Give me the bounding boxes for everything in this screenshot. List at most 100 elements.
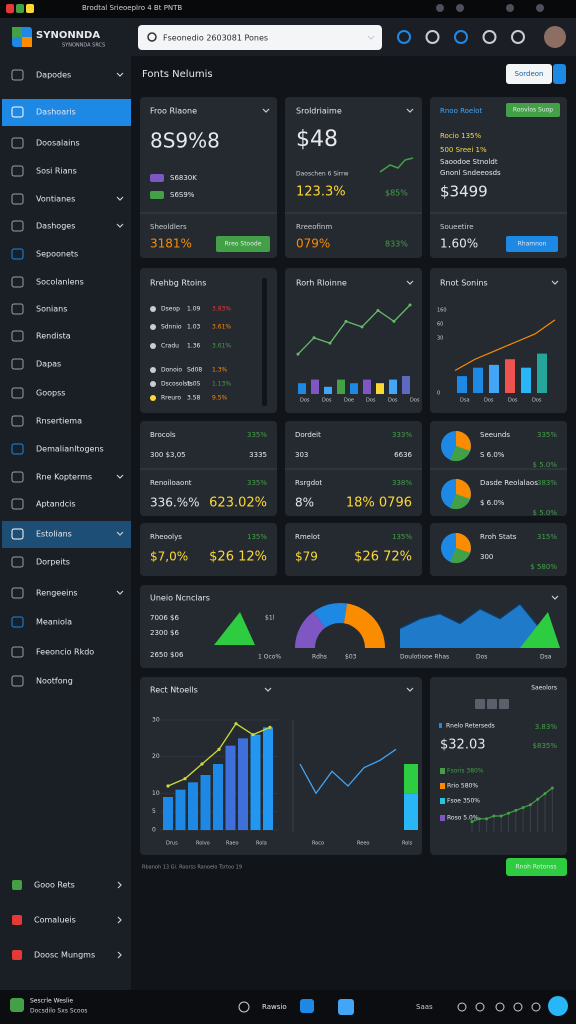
label[interactable]: Rreo Stoode xyxy=(225,241,262,248)
footer-icon[interactable] xyxy=(300,999,314,1013)
nav-item[interactable]: Doosc Mungms xyxy=(34,951,95,960)
toolbar-icon[interactable] xyxy=(454,30,468,44)
label: Rocio 135% xyxy=(440,132,481,140)
nav-item[interactable]: Demalianltogens xyxy=(36,445,104,454)
label: 335% xyxy=(247,431,267,439)
chevron xyxy=(367,35,375,40)
toolbar-icon[interactable] xyxy=(397,30,411,44)
nav-item[interactable]: Socolanlens xyxy=(36,278,84,287)
card xyxy=(140,97,277,258)
point xyxy=(166,784,170,788)
label[interactable]: Rawsio xyxy=(262,1003,287,1011)
nav-item[interactable]: Dashoges xyxy=(36,222,75,231)
nav-item[interactable]: Meaniola xyxy=(36,618,72,627)
legend-swatch xyxy=(440,783,445,789)
nav-item[interactable]: Dorpeits xyxy=(36,558,70,567)
line xyxy=(299,748,397,795)
label: Sescrle Weslie xyxy=(30,998,73,1005)
nav-icon xyxy=(11,587,24,599)
button[interactable] xyxy=(506,103,560,117)
footer-icon[interactable] xyxy=(495,1002,505,1012)
label: 300 xyxy=(480,553,493,561)
footer-icon[interactable] xyxy=(513,1002,523,1012)
label[interactable]: Rhamnon xyxy=(518,241,547,248)
search-box[interactable] xyxy=(138,25,382,50)
fab[interactable] xyxy=(548,996,568,1016)
label: 338% xyxy=(392,479,412,487)
nav-item[interactable]: Dapas xyxy=(36,360,61,369)
nav-item[interactable]: Feeoncio Rkdo xyxy=(36,648,94,657)
footer-icon[interactable] xyxy=(238,1001,250,1013)
search-text: Fseonedio 2603081 Pones xyxy=(163,34,268,43)
nav-icon xyxy=(11,276,24,288)
nav-item[interactable]: Aptandcis xyxy=(36,500,76,509)
nav-item[interactable]: Gooo Rets xyxy=(34,881,75,890)
toolbar-icon[interactable] xyxy=(482,30,497,44)
button[interactable] xyxy=(506,858,567,876)
label[interactable]: Roovlos Suop xyxy=(513,107,553,114)
nav-item[interactable]: Sosi Rians xyxy=(36,167,77,176)
status-icon xyxy=(536,4,544,12)
nav-item[interactable]: Rnsertiema xyxy=(36,417,82,426)
label: Rmelot xyxy=(295,533,320,541)
label: 1.36 xyxy=(187,343,201,350)
button[interactable] xyxy=(506,64,552,84)
point xyxy=(296,352,300,356)
line xyxy=(454,319,556,372)
label: Dos xyxy=(366,398,376,404)
footer-icon[interactable] xyxy=(475,1002,485,1012)
nav-item[interactable]: Comalueis xyxy=(34,916,76,925)
bar xyxy=(324,386,332,394)
nav-item[interactable]: Nootfong xyxy=(36,677,73,686)
nav-item[interactable]: Estolians xyxy=(36,530,72,539)
label: 3.83% xyxy=(535,723,558,731)
card-title: Rrehbg Rtoins xyxy=(150,279,206,288)
label[interactable]: Rnoh Rotonss xyxy=(515,864,556,871)
footer-bar xyxy=(0,990,576,1024)
toolbar-icon[interactable] xyxy=(511,30,525,44)
nav-icon xyxy=(11,498,24,510)
nav-item[interactable]: Rendista xyxy=(36,332,71,341)
nav-item[interactable]: Dashoaris xyxy=(36,108,76,117)
bar xyxy=(521,367,531,393)
nav-icon xyxy=(11,616,24,628)
nav-item[interactable]: Vontianes xyxy=(36,195,75,204)
toolbar-icon[interactable] xyxy=(425,30,440,44)
button[interactable] xyxy=(506,236,558,252)
avatar[interactable] xyxy=(544,26,566,48)
nav-icon xyxy=(11,358,24,370)
line xyxy=(297,304,411,355)
nav-icon xyxy=(11,193,24,205)
nav-item[interactable]: Goopss xyxy=(36,389,65,398)
nav-icon xyxy=(12,880,22,890)
button[interactable] xyxy=(553,64,566,84)
label: Rdhs xyxy=(312,654,327,661)
nav-item[interactable]: Rengeeins xyxy=(36,589,78,598)
label[interactable]: Saas xyxy=(416,1003,433,1011)
nav-item[interactable]: Rne Kopterms xyxy=(36,473,92,482)
label: Dos xyxy=(388,398,398,404)
button-text[interactable]: Sordeon xyxy=(515,70,544,78)
nav-item[interactable]: Sonians xyxy=(36,305,67,314)
nav-item[interactable]: Sepoonets xyxy=(36,250,78,259)
bar xyxy=(363,379,371,394)
tab[interactable] xyxy=(487,699,497,709)
button[interactable] xyxy=(216,236,270,252)
point xyxy=(200,762,204,766)
footer-icon[interactable] xyxy=(531,1002,541,1012)
nav-icon xyxy=(11,556,24,568)
label: Dos xyxy=(410,398,420,404)
label: 7006 $6 xyxy=(150,614,179,622)
label: $7,0% xyxy=(150,550,188,564)
footer-icon[interactable] xyxy=(338,999,354,1015)
nav-item[interactable]: Doosalains xyxy=(36,139,80,148)
tab[interactable] xyxy=(475,699,485,709)
footer-icon[interactable] xyxy=(457,1002,467,1012)
nav-item[interactable]: Dapodes xyxy=(36,71,71,80)
point xyxy=(492,814,496,818)
label: Seeunds xyxy=(480,431,510,439)
bar xyxy=(238,738,248,830)
label: Doe xyxy=(344,398,354,404)
coin-icon xyxy=(150,381,156,387)
tab[interactable] xyxy=(499,699,509,709)
